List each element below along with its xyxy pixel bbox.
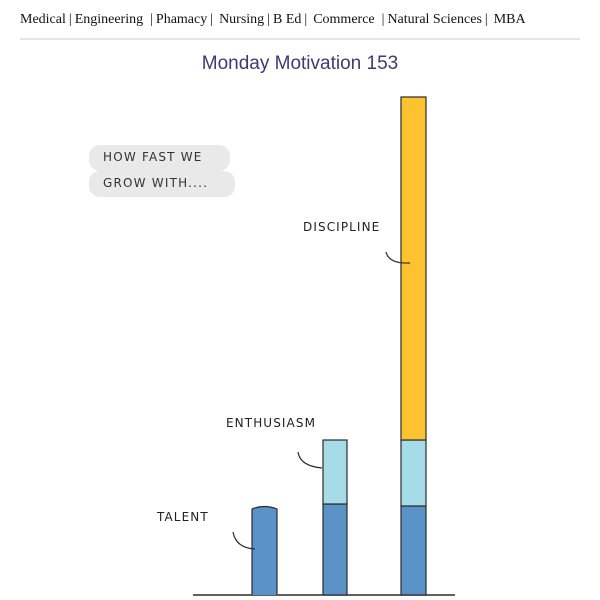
nav-link-natural-sciences[interactable]: Natural Sciences [387, 12, 482, 27]
nav-link-engineering[interactable]: Engineering [74, 12, 144, 27]
nav-link-pharmacy[interactable]: Phamacy [155, 12, 208, 27]
discipline-bar-middle [400, 439, 427, 507]
nav-separator: | [304, 12, 308, 27]
discipline-label: DISCIPLINE [303, 220, 380, 234]
nav-link-mba[interactable]: MBA [493, 12, 526, 27]
discipline-bar-base [400, 505, 427, 596]
nav-separator: | [267, 12, 270, 27]
nav-separator: | [210, 12, 214, 27]
nav-link-bed[interactable]: B Ed [273, 12, 302, 27]
discipline-bar-top [400, 96, 427, 441]
nav-separator: | [484, 12, 488, 27]
talent-pointer-stroke [232, 531, 256, 550]
discipline-pointer-stroke [385, 251, 411, 264]
enthusiasm-bar-base [322, 503, 348, 596]
enthusiasm-pointer-stroke [297, 451, 323, 469]
nav-separator: | [68, 12, 72, 27]
nav-link-nursing[interactable]: Nursing [219, 12, 265, 27]
nav-link-medical[interactable]: Medical [20, 12, 66, 27]
question-bubble-line-2: GROW WITH.... [89, 171, 235, 197]
talent-label: TALENT [156, 510, 209, 524]
talent-bar [251, 505, 278, 595]
page-title: Monday Motivation 153 [201, 53, 399, 74]
enthusiasm-label: ENTHUSIASM [226, 416, 316, 430]
nav-separator: | [381, 12, 385, 27]
nav-link-commerce[interactable]: Commerce [313, 12, 375, 27]
question-bubble-line-1: HOW FAST WE [89, 145, 230, 171]
nav-divider [20, 38, 580, 40]
nav-separator: | [150, 12, 153, 27]
category-nav: Medical | Engineering | Phamacy | Nursin… [20, 8, 585, 32]
enthusiasm-bar-top [322, 439, 348, 505]
